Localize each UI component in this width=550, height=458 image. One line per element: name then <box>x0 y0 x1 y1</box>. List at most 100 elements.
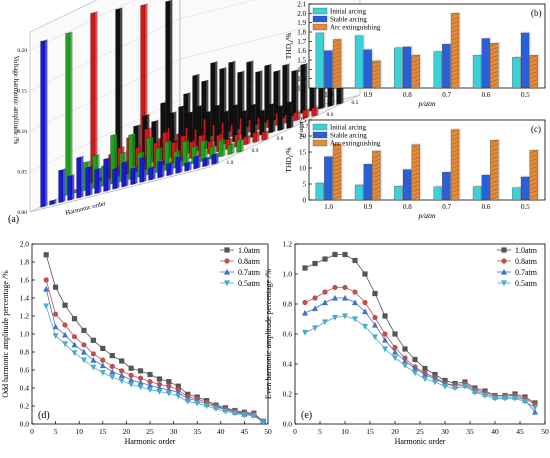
data-point <box>53 311 59 317</box>
x-tick-label: 0.8 <box>403 203 412 211</box>
bar-front <box>175 156 181 174</box>
bar-hatch <box>411 71 420 75</box>
data-point <box>352 257 358 264</box>
bar-hatch <box>529 75 538 79</box>
data-point <box>43 252 49 258</box>
data-point <box>109 374 116 381</box>
bar-hatch <box>332 155 342 160</box>
bar-side <box>152 166 156 180</box>
bar-hatch <box>372 194 381 199</box>
data-point <box>372 314 378 321</box>
bar-hatch <box>332 195 342 200</box>
bar-front <box>243 135 249 146</box>
bar-front <box>259 109 265 136</box>
bar-hatch <box>411 63 420 67</box>
y-tick-label: 1.0 <box>283 270 293 279</box>
bar-side <box>98 167 102 194</box>
y-tick-label: 0.0 <box>20 420 30 429</box>
legend-label: Stable arcing <box>330 16 367 24</box>
bar-front <box>94 168 100 194</box>
panel-tag: (d) <box>38 410 50 421</box>
legend-label: Stable arcing <box>330 132 367 140</box>
bar-hatch <box>450 77 460 81</box>
bar-hatch <box>490 171 499 176</box>
bar-side <box>215 152 219 164</box>
data-point <box>156 389 163 395</box>
y-tick-label: 2.1 <box>297 1 306 9</box>
bar-hatch <box>450 57 460 61</box>
bar-hatch <box>450 53 460 57</box>
series-0.7atm <box>43 285 267 425</box>
bar-side <box>170 161 174 176</box>
legend-marker <box>501 247 507 253</box>
data-point <box>213 406 220 412</box>
bar-hatch <box>529 67 538 71</box>
data-point <box>62 331 69 338</box>
bar-side <box>44 39 48 207</box>
bar-hatch <box>332 59 342 63</box>
data-point <box>472 389 478 396</box>
y-tick-label: 0.8 <box>283 300 293 309</box>
bar-hatch <box>332 163 342 168</box>
bar-hatch <box>372 76 381 81</box>
series-line <box>45 288 264 423</box>
y-tick-label: 1.8 <box>20 258 30 267</box>
bar-front <box>252 132 258 143</box>
data-point <box>119 368 125 374</box>
data-point <box>502 395 508 402</box>
x-tick-label: 15 <box>99 427 107 436</box>
legend-marker <box>501 268 507 275</box>
x-tick-label: 0.7 <box>442 203 451 211</box>
chart-e-even: 0 5 10 15 20 25 30 35 40 45 50 0.0 0.2 0.4 0.6 0.8 1.0 1.… <box>264 240 549 446</box>
bar-hatch <box>372 178 381 183</box>
bar-hatch <box>529 190 538 194</box>
bar <box>402 46 412 89</box>
bar-hatch <box>450 61 460 65</box>
bar-front <box>49 199 55 206</box>
x-tick-label: 40 <box>217 427 225 436</box>
data-point <box>222 408 229 415</box>
bar-side <box>161 159 165 178</box>
y-tick-label: 0.4 <box>20 384 30 393</box>
z-tick-label: 0.8 <box>277 136 284 142</box>
data-point <box>342 284 348 291</box>
bar-hatch <box>411 168 420 172</box>
data-point <box>62 302 68 308</box>
bar-hatch <box>529 63 538 67</box>
legend-label: 1.0atm <box>238 246 261 255</box>
bar-front <box>202 157 208 167</box>
legend-label: 0.5atm <box>238 279 261 288</box>
x-tick-label: 0 <box>293 427 297 436</box>
bar-hatch <box>372 60 381 65</box>
bar-side <box>206 156 210 167</box>
data-point <box>492 395 498 402</box>
bar-hatch <box>411 148 420 152</box>
data-point <box>128 372 134 378</box>
bar <box>324 50 333 89</box>
bar-hatch <box>529 182 538 186</box>
bar-side <box>197 154 201 169</box>
data-point <box>532 404 538 411</box>
bar-hatch <box>529 162 538 166</box>
panel-d: 0 5 10 15 20 25 30 35 40 45 50 0.0 0.2 0.4 0.6 0.8 1.0 1.… <box>0 230 275 458</box>
bar-hatch <box>529 186 538 190</box>
x-tick-label: 40 <box>491 427 499 436</box>
data-point <box>302 299 308 306</box>
bar <box>481 174 490 201</box>
x-tick-label: 30 <box>441 427 449 436</box>
data-point <box>62 341 69 348</box>
bar-front <box>103 158 109 192</box>
bar-hatch <box>450 157 460 161</box>
bar-hatch <box>332 83 342 87</box>
x-tick-label: 0.9 <box>364 91 373 99</box>
bar-front <box>241 110 247 140</box>
legend-label: 0.7atm <box>238 268 261 277</box>
y-tick-label: 0.6 <box>20 366 30 375</box>
plot-frame <box>31 243 269 425</box>
bar-hatch <box>450 137 460 141</box>
bar-front <box>58 169 64 203</box>
bar-hatch <box>411 55 420 59</box>
data-point <box>402 346 408 352</box>
legend-swatch <box>312 23 328 31</box>
data-point <box>137 384 144 391</box>
